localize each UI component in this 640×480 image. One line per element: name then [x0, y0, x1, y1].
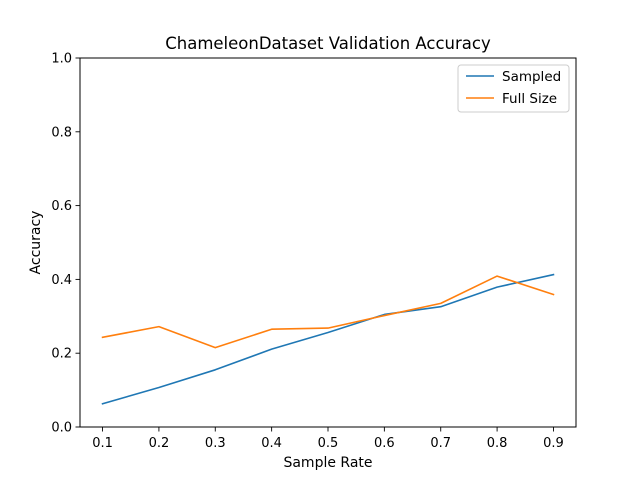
x-tick-label: 0.6: [374, 436, 395, 451]
legend-label-sampled: Sampled: [502, 69, 561, 85]
y-tick-label: 0.8: [51, 125, 72, 140]
x-tick-label: 0.3: [205, 436, 226, 451]
x-tick-label: 0.4: [261, 436, 282, 451]
x-axis-label: Sample Rate: [283, 455, 372, 471]
series-line-full-size: [101, 275, 555, 349]
legend: Sampled Full Size: [457, 64, 570, 113]
x-tick-label: 0.8: [487, 436, 508, 451]
series-line-sampled: [101, 273, 555, 405]
y-tick-label: 1.0: [51, 52, 72, 67]
y-tick-label: 0.2: [51, 347, 72, 362]
legend-label-full-size: Full Size: [502, 91, 557, 107]
x-tick-label: 0.7: [430, 436, 451, 451]
y-axis-ticks: 0.0 0.2 0.4 0.6 0.8 1.0: [51, 52, 80, 436]
y-tick-label: 0.4: [51, 273, 72, 288]
plot-background: [80, 58, 576, 427]
x-tick-label: 0.5: [318, 436, 339, 451]
y-tick-label: 0.0: [51, 421, 72, 436]
chart-title: ChameleonDataset Validation Accuracy: [165, 34, 491, 53]
x-tick-label: 0.2: [149, 436, 170, 451]
y-tick-label: 0.6: [51, 199, 72, 214]
x-tick-label: 0.1: [92, 436, 113, 451]
y-axis-label: Accuracy: [28, 211, 44, 275]
x-tick-label: 0.9: [543, 436, 564, 451]
series-layer: [101, 273, 555, 405]
x-axis-ticks: 0.1 0.2 0.3 0.4 0.5 0.6 0.7 0.8 0.9: [92, 427, 564, 451]
